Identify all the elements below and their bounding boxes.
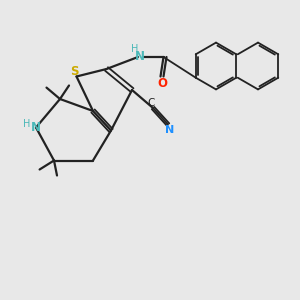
Text: H: H	[23, 119, 30, 129]
Text: O: O	[157, 76, 167, 90]
Text: S: S	[70, 64, 78, 78]
Text: N: N	[31, 121, 41, 134]
Text: N: N	[165, 125, 174, 135]
Text: C: C	[147, 98, 154, 109]
Text: N: N	[134, 50, 145, 63]
Text: H: H	[131, 44, 138, 55]
